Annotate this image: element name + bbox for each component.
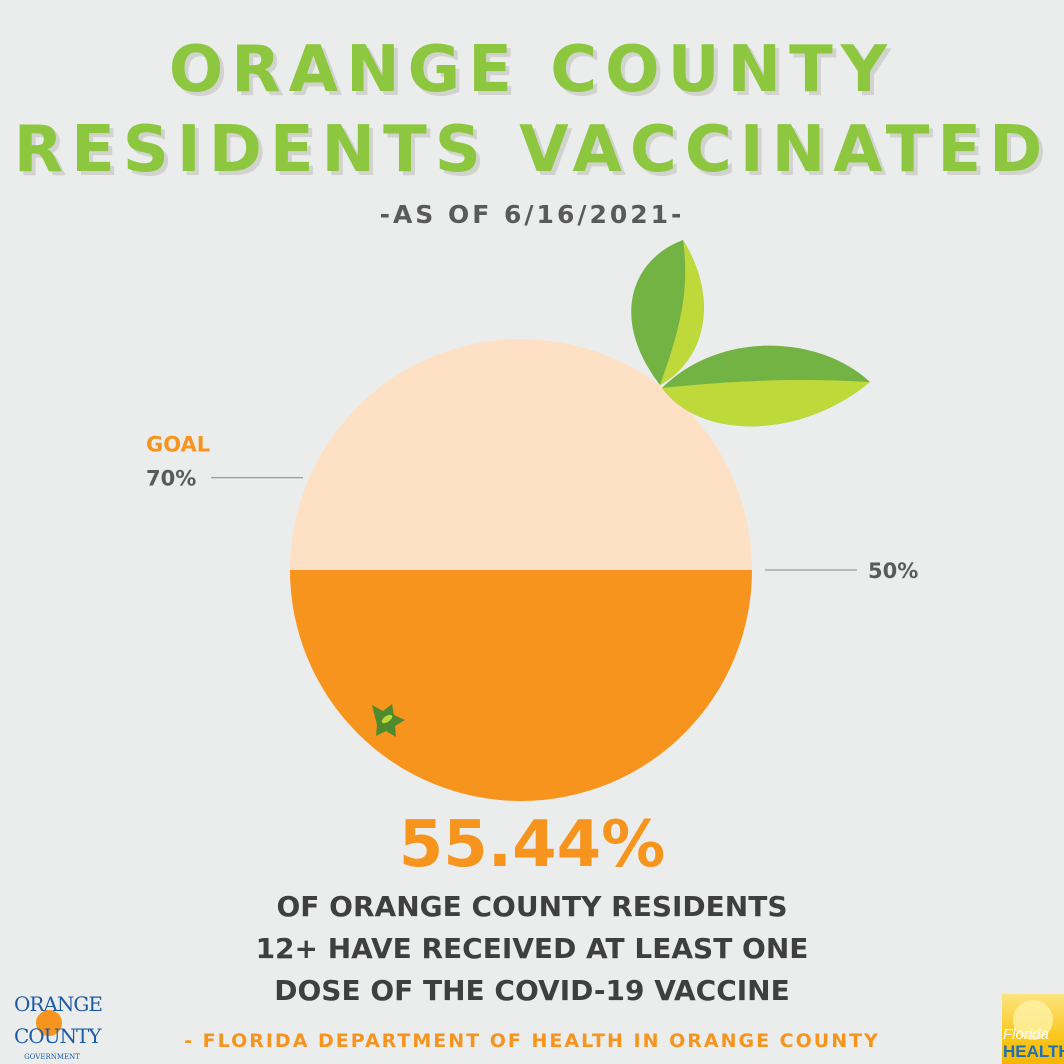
goal-caption: GOAL (146, 433, 210, 457)
description-line-2: 12+ HAVE RECEIVED AT LEAST ONE (255, 932, 809, 965)
marker-label-50: 50% (868, 559, 918, 583)
orange-county-logo: ORANGE COUNTY GOVERNMENT (14, 992, 103, 1064)
description: OF ORANGE COUNTY RESIDENTS 12+ HAVE RECE… (0, 886, 1064, 1012)
logo-word-florida: Florida (1003, 1026, 1049, 1043)
logo-word-orange: ORANGE (14, 992, 103, 1016)
leaf-upper-highlight (660, 240, 704, 385)
logo-word-government: GOVERNMENT (24, 1053, 80, 1061)
sun-icon (1013, 1000, 1053, 1040)
orange-fruit-icon (36, 1010, 62, 1036)
as-of-date: -AS OF 6/16/2021- (379, 200, 685, 229)
description-line-1: OF ORANGE COUNTY RESIDENTS (276, 890, 788, 923)
marker-label-70: 70% (146, 467, 196, 491)
description-line-3: DOSE OF THE COVID-19 VACCINE (274, 974, 790, 1007)
leaf-lower-highlight (662, 380, 870, 427)
title-line-2: RESIDENTS VACCINATED (13, 113, 1051, 187)
logo-word-county: COUNTY (14, 1024, 102, 1048)
vaccinated-percentage: 55.44% (398, 808, 666, 882)
florida-health-logo: Florida HEALTH (1002, 994, 1064, 1064)
source-credit: - FLORIDA DEPARTMENT OF HEALTH IN ORANGE… (184, 1030, 880, 1052)
gauge-filled-level (290, 570, 752, 801)
logo-word-health: HEALTH (1003, 1042, 1064, 1061)
title-line-1: ORANGE COUNTY (168, 33, 896, 107)
stem-icon (372, 704, 405, 737)
